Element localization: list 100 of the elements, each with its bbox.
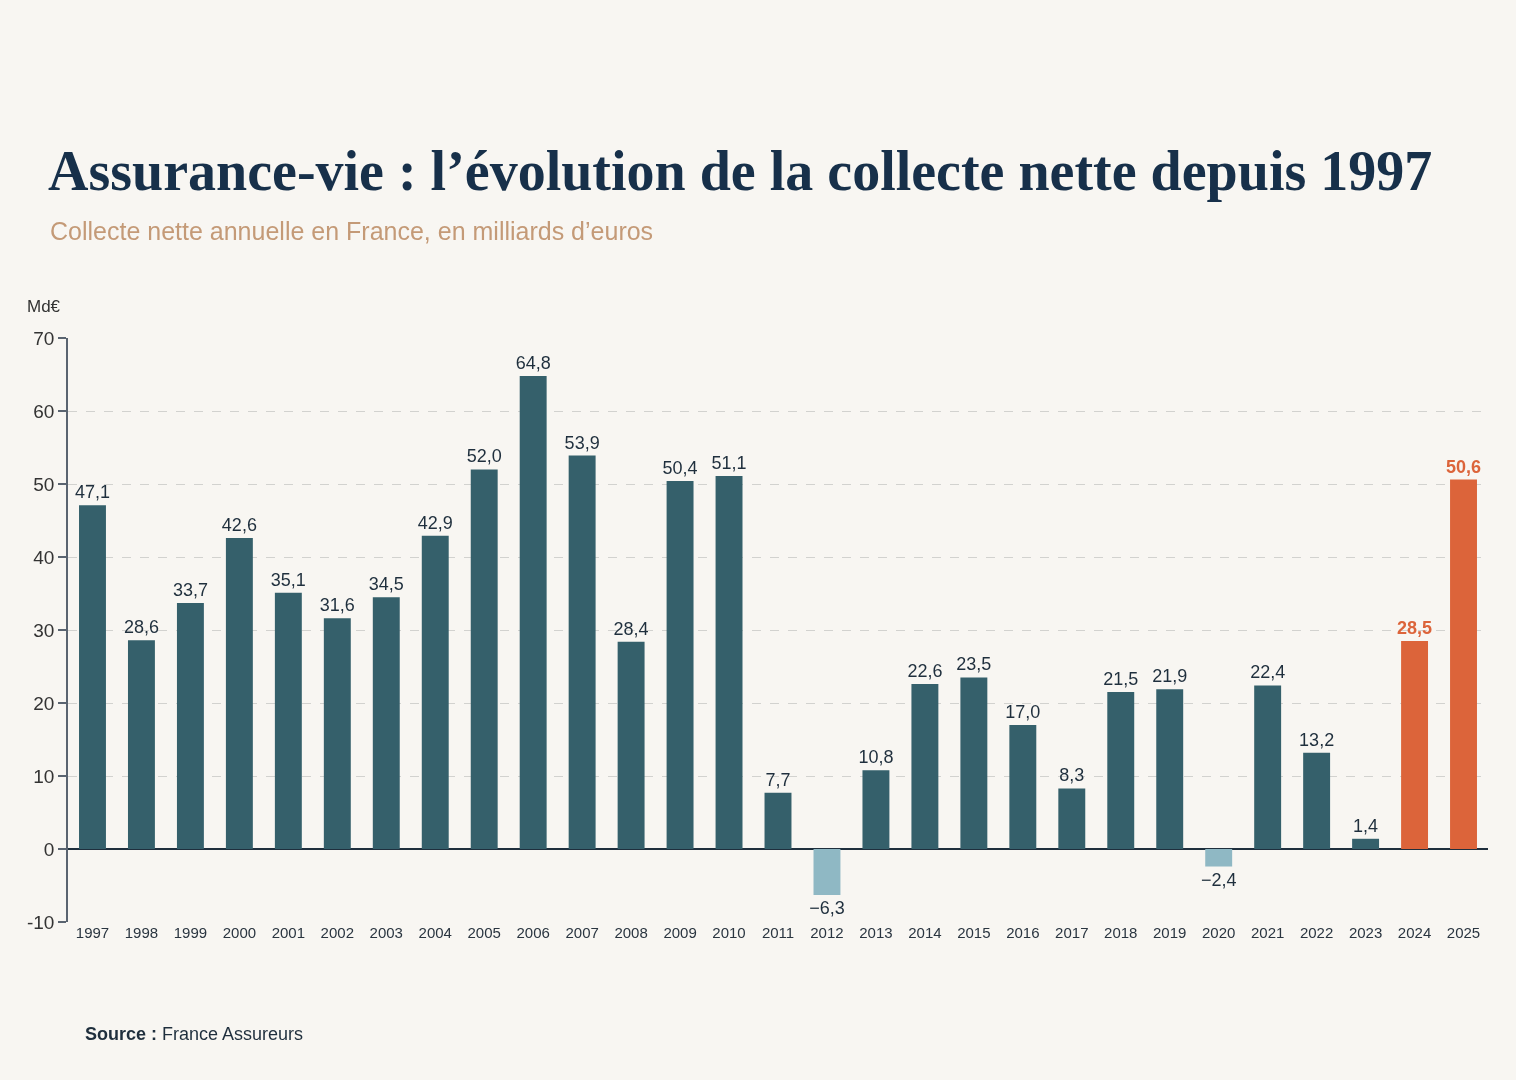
x-tick-label: 1999 (173, 924, 208, 941)
data-label: 50,6 (1445, 456, 1482, 477)
x-tick-label: 2018 (1104, 924, 1138, 941)
data-label: 7,7 (765, 769, 791, 790)
chart-title: Assurance-vie : l’évolution de la collecte nette depuis 1997 (48, 139, 1433, 202)
y-tick-label: 50 (33, 473, 55, 495)
data-label: 28,5 (1397, 617, 1433, 638)
data-label: 42,6 (221, 515, 257, 536)
bar (176, 602, 204, 849)
chart-subtitle: Collecte nette annuelle en France, en milliards d’euros (50, 217, 654, 245)
x-tick-label: 2009 (663, 924, 697, 941)
bar (617, 641, 645, 849)
bar (862, 770, 890, 849)
data-label: 23,5 (956, 654, 992, 675)
data-label: 13,2 (1299, 729, 1335, 750)
x-tick-label: 2002 (320, 924, 354, 941)
y-tick-label: -10 (26, 911, 55, 933)
bar (1450, 479, 1477, 849)
data-label: 1,4 (1353, 815, 1379, 836)
data-label: 21,5 (1103, 669, 1139, 690)
bar (666, 481, 694, 849)
bar (1254, 685, 1282, 849)
x-tick-label: 2005 (467, 924, 501, 941)
data-label: 47,1 (74, 482, 111, 503)
y-tick-label: 10 (33, 765, 55, 787)
data-label: −6,3 (809, 897, 845, 918)
bar (960, 677, 988, 849)
x-tick-label: 2016 (1006, 924, 1040, 941)
x-tick-label: 2012 (810, 924, 844, 941)
data-label: 51,1 (711, 452, 747, 473)
data-label: 42,9 (417, 512, 453, 533)
x-tick-label: 2013 (859, 924, 893, 941)
data-label: 10,8 (858, 747, 894, 768)
data-label: 52,0 (466, 446, 502, 467)
bar (79, 505, 106, 849)
bar (1156, 689, 1184, 849)
bar (1303, 752, 1331, 849)
data-label: 22,4 (1250, 662, 1286, 683)
bar (323, 618, 351, 849)
x-tick-label: 2010 (712, 924, 746, 941)
x-tick-label: 2011 (761, 924, 795, 941)
bar (1107, 692, 1135, 849)
bar (1352, 838, 1380, 849)
x-tick-label: 2020 (1202, 924, 1236, 941)
data-label: 53,9 (564, 432, 600, 453)
y-tick-label: 70 (33, 327, 55, 349)
bar (764, 792, 792, 849)
y-tick-label: 20 (33, 692, 55, 714)
data-label: 28,6 (123, 617, 159, 638)
x-tick-label: 1998 (124, 924, 159, 941)
bar (519, 375, 547, 849)
bar (421, 535, 449, 849)
data-label: 22,6 (907, 661, 943, 682)
x-tick-label: 2000 (222, 924, 257, 941)
bar (1009, 724, 1037, 849)
bar (225, 538, 253, 849)
x-tick-label: 2008 (614, 924, 648, 941)
bar (372, 597, 400, 849)
x-tick-label: 2004 (418, 924, 452, 941)
x-tick-label: 2022 (1299, 924, 1334, 941)
source-note: Source : France Assureurs (85, 1024, 304, 1044)
data-label: 28,4 (613, 618, 649, 639)
bar (1205, 849, 1233, 867)
data-label: 50,4 (662, 458, 698, 479)
data-label: 8,3 (1059, 765, 1085, 786)
y-axis-title: Md€ (27, 297, 61, 316)
x-tick-label: 2019 (1153, 924, 1187, 941)
x-tick-label: 2015 (957, 924, 991, 941)
x-tick-label: 2014 (908, 924, 942, 941)
y-tick-label: 40 (33, 546, 55, 568)
data-label: 17,0 (1005, 701, 1041, 722)
y-tick-label: 60 (33, 400, 55, 422)
bar (1401, 640, 1429, 849)
bar (715, 475, 743, 849)
x-tick-label: 2025 (1446, 924, 1481, 941)
bar (813, 849, 841, 895)
bar (470, 469, 498, 849)
data-label: 21,9 (1152, 666, 1188, 687)
x-tick-label: 1997 (75, 924, 110, 941)
data-label: 34,5 (368, 574, 404, 595)
x-tick-label: 2001 (271, 924, 306, 941)
data-label: 35,1 (270, 569, 306, 590)
data-label: −2,4 (1200, 869, 1237, 890)
data-label: 31,6 (319, 595, 355, 616)
x-tick-label: 2021 (1250, 924, 1285, 941)
x-tick-label: 2024 (1397, 924, 1432, 941)
bar (911, 684, 939, 849)
bar (127, 640, 155, 849)
y-tick-label: 0 (43, 838, 55, 860)
data-label: 33,7 (172, 579, 208, 600)
x-tick-label: 2007 (565, 924, 599, 941)
data-label: 64,8 (515, 352, 551, 373)
bar (274, 592, 302, 849)
x-tick-label: 2017 (1055, 924, 1089, 941)
x-tick-label: 2003 (369, 924, 403, 941)
x-tick-label: 2023 (1348, 924, 1383, 941)
y-tick-label: 30 (33, 619, 55, 641)
bar (568, 455, 596, 849)
bar (1058, 788, 1086, 849)
x-tick-label: 2006 (516, 924, 550, 941)
